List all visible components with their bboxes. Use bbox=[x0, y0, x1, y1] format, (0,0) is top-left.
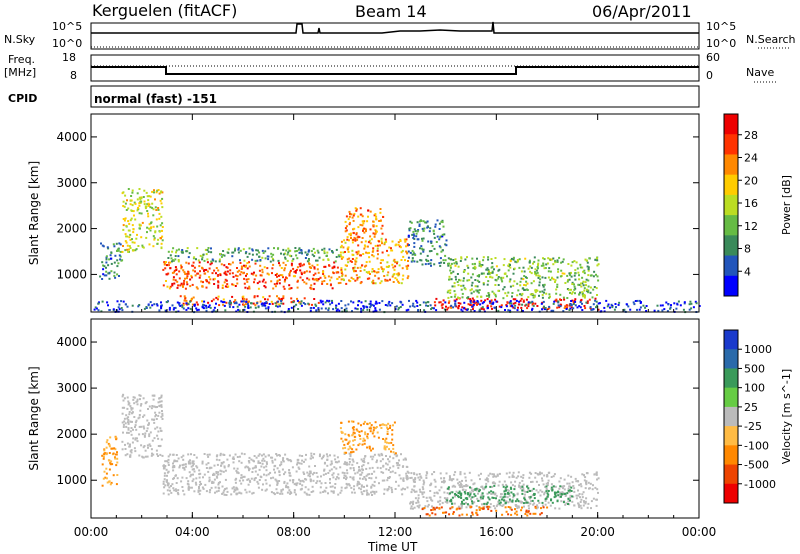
colorbar-tick-label: 16 bbox=[744, 197, 758, 210]
colorbar-tick-label: -500 bbox=[744, 459, 769, 472]
x-tick-label: 00:00 bbox=[682, 525, 717, 539]
colorbar-swatch bbox=[724, 235, 738, 257]
colorbar-swatch bbox=[724, 134, 738, 155]
plot-frame bbox=[90, 113, 700, 313]
colorbar-swatch bbox=[724, 330, 738, 350]
nave-tick-high: 60 bbox=[706, 51, 720, 64]
nsky-trace bbox=[91, 21, 699, 34]
colorbar-tick-label: 25 bbox=[744, 401, 758, 414]
freq-trace bbox=[91, 66, 699, 75]
colorbar-swatch bbox=[724, 255, 738, 277]
station-title: Kerguelen (fitACF) bbox=[92, 1, 238, 20]
nave-tick-low: 0 bbox=[706, 69, 713, 82]
colorbar-swatch bbox=[724, 194, 738, 216]
time-axis-label: Time UT bbox=[368, 540, 418, 554]
noise-tick-left-low: 10^0 bbox=[52, 37, 83, 50]
colorbar-swatch bbox=[724, 406, 738, 427]
data-region-1 bbox=[121, 393, 164, 459]
noise-tick-right-low: 10^0 bbox=[706, 37, 737, 50]
x-tick-label: 08:00 bbox=[276, 525, 311, 539]
colorbar-swatch bbox=[724, 445, 738, 466]
data-region-10 bbox=[93, 299, 701, 314]
colorbar-tick-label: -100 bbox=[744, 439, 769, 452]
colorbar-tick-label: 8 bbox=[744, 243, 751, 256]
cpid-label: CPID bbox=[8, 92, 38, 105]
nave-label: Nave bbox=[746, 66, 775, 79]
data-region-0 bbox=[99, 242, 124, 280]
data-region-5 bbox=[421, 505, 549, 517]
beam-title: Beam 14 bbox=[355, 2, 427, 21]
colorbar-swatch bbox=[724, 174, 738, 196]
x-tick-label: 12:00 bbox=[378, 525, 413, 539]
colorbar-tick-label: 24 bbox=[744, 152, 758, 165]
colorbar-swatch bbox=[724, 387, 738, 408]
data-region-3 bbox=[167, 247, 341, 263]
aux-panels bbox=[90, 21, 790, 108]
data-region-7 bbox=[433, 297, 600, 311]
colorbar-tick-label: 12 bbox=[744, 220, 758, 233]
freq-tick-low: 8 bbox=[70, 69, 77, 82]
freq-unit: [MHz] bbox=[4, 66, 37, 79]
y-tick-label: 2000 bbox=[56, 222, 87, 236]
colorbar-label: Power [dB] bbox=[780, 175, 793, 235]
colorbar-swatch bbox=[724, 215, 738, 236]
data-region-2 bbox=[162, 452, 409, 496]
y-tick-label: 4000 bbox=[56, 130, 87, 144]
colorbar-tick-label: 500 bbox=[744, 362, 765, 375]
data-region-6 bbox=[407, 219, 448, 267]
colorbar-tick-label: -25 bbox=[744, 420, 762, 433]
data-region-5 bbox=[344, 207, 385, 240]
colorbar-tick-label: -1000 bbox=[744, 478, 776, 491]
colorbar-swatch bbox=[724, 349, 738, 369]
nsearch-label: N.Search bbox=[746, 33, 796, 46]
velocity-panel: 00:00 04:00 08:00 12:00 16:00 20:00 00:00 1000 2… bbox=[27, 318, 793, 539]
freq-label: Freq. bbox=[8, 53, 36, 66]
colorbar-tick-label: 28 bbox=[744, 129, 758, 142]
x-tick-label: 20:00 bbox=[580, 525, 615, 539]
colorbar-swatch bbox=[724, 426, 738, 446]
noise-tick-left-high: 10^5 bbox=[52, 20, 83, 33]
y-tick-label: 3000 bbox=[56, 176, 87, 190]
colorbar-swatch bbox=[724, 154, 738, 176]
colorbar-tick-label: 20 bbox=[744, 174, 758, 187]
x-tick-label: 04:00 bbox=[175, 525, 210, 539]
y-tick-label: 3000 bbox=[56, 381, 87, 395]
colorbar: 4 8 12 16 20 24 28 Power [dB] bbox=[723, 113, 793, 297]
colorbar-frame bbox=[723, 113, 739, 297]
power-panel: 1000 2000 3000 4000 Slant Range [km] 4 8 12 16 20… bbox=[27, 113, 793, 314]
x-tick-label: 16:00 bbox=[479, 525, 514, 539]
y-tick-label: 2000 bbox=[56, 427, 87, 441]
y-tick-label: 1000 bbox=[56, 267, 87, 281]
colorbar-swatch bbox=[724, 275, 738, 297]
x-tick-label: 00:00 bbox=[74, 525, 109, 539]
colorbar-tick-label: 100 bbox=[744, 382, 765, 395]
noise-tick-right-high: 10^5 bbox=[706, 20, 737, 33]
data-region-9 bbox=[179, 295, 320, 307]
colorbar-label: Velocity [m s^-1] bbox=[780, 369, 793, 464]
y-axis-label: Slant Range [km] bbox=[27, 366, 41, 470]
colorbar-tick-label: 4 bbox=[744, 265, 751, 278]
data-region-8 bbox=[446, 256, 600, 300]
colorbar-swatch bbox=[724, 114, 738, 135]
y-tick-label: 1000 bbox=[56, 473, 87, 487]
data-region-1 bbox=[121, 188, 164, 253]
colorbar-swatch bbox=[724, 368, 738, 389]
colorbar-swatch bbox=[724, 483, 738, 504]
data-region-0 bbox=[101, 435, 119, 487]
freq-tick-high: 18 bbox=[62, 51, 76, 64]
cpid-value: normal (fast) -151 bbox=[94, 92, 217, 106]
colorbar-frame bbox=[723, 329, 739, 504]
data-region-4 bbox=[339, 237, 410, 285]
data-region-6 bbox=[446, 484, 574, 506]
date-title: 06/Apr/2011 bbox=[592, 2, 692, 21]
y-axis-label: Slant Range [km] bbox=[27, 161, 41, 265]
colorbar-swatch bbox=[724, 464, 738, 485]
data-region-2 bbox=[162, 261, 341, 291]
nsky-label: N.Sky bbox=[4, 33, 36, 46]
colorbar-tick-label: 1000 bbox=[744, 343, 772, 356]
data-region-3 bbox=[339, 420, 397, 455]
colorbar: 1000 500 100 25 -25 -100 -500 -1000 Velocity [m … bbox=[723, 329, 793, 504]
y-tick-label: 4000 bbox=[56, 335, 87, 349]
